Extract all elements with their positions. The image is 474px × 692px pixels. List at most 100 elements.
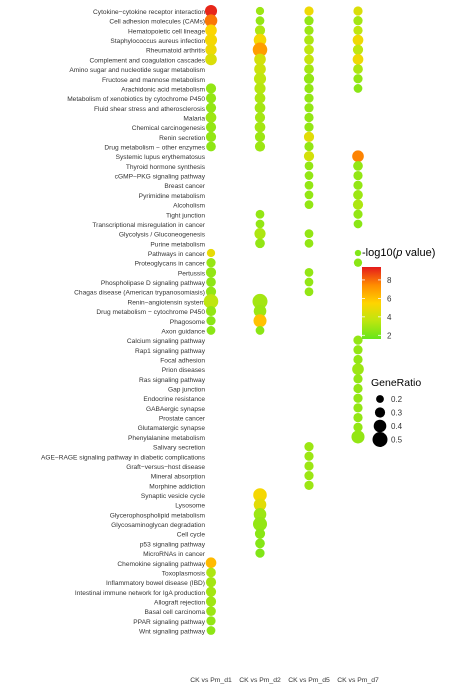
point-ck-vs-pm-d1-chagas-disease-american-trypanosomiasis (205, 286, 217, 297)
y-label-renin-secretion: Renin secretion (159, 135, 205, 142)
colorbar-ticks: 8 6 4 2 (362, 276, 392, 340)
y-label-micrornas-in-cancer: MicroRNAs in cancer (143, 551, 206, 558)
y-label-cgmp-pkg-signaling-pathway: cGMP−PKG signaling pathway (115, 174, 206, 181)
y-label-endocrine-resistance: Endocrine resistance (143, 396, 205, 403)
point-ck-vs-pm-d1-wnt-signaling-pathway (206, 626, 216, 635)
point-ck-vs-pm-d1-metabolism-of-xenobiotics-by-cytochrome-p450 (205, 93, 217, 104)
point-ck-vs-pm-d5-breast-cancer (304, 180, 314, 190)
point-ck-vs-pm-d5-cgmp-pkg-signaling-pathway (304, 171, 314, 180)
y-label-metabolism-of-xenobiotics-by-cytochrome-p450: Metabolism of xenobiotics by cytochrome … (67, 96, 205, 103)
point-ck-vs-pm-d5-age-rage-signaling-pathway-in-diabetic-complications (304, 451, 314, 461)
point-ck-vs-pm-d2-glycosaminoglycan-degradation (252, 517, 268, 532)
y-label-phagosome: Phagosome (170, 319, 206, 326)
point-ck-vs-pm-d7-systemic-lupus-erythematosus (352, 150, 364, 163)
point-ck-vs-pm-d2-transcriptional-misregulation-in-cancer (255, 219, 265, 229)
y-label-inflammatory-bowel-disease-ibd: Inflammatory bowel disease (IBD) (106, 580, 205, 587)
y-label-thyroid-hormone-synthesis: Thyroid hormone synthesis (126, 164, 206, 171)
point-ck-vs-pm-d1-staphylococcus-aureus-infection (204, 33, 218, 47)
y-label-rheumatoid-arthritis: Rheumatoid arthritis (146, 48, 206, 55)
point-ck-vs-pm-d7-transcriptional-misregulation-in-cancer (353, 219, 363, 229)
y-label-cytokine-cytokine-receptor-interaction: Cytokine−cytokine receptor interaction (93, 9, 205, 16)
x-label-ck-vs-pm-d2: CK vs Pm_d2 (239, 677, 281, 684)
y-label-axon-guidance: Axon guidance (161, 328, 205, 335)
point-ck-vs-pm-d7-tight-junction (353, 209, 363, 219)
y-label-glutamatergic-synapse: Glutamatergic synapse (138, 425, 206, 432)
y-label-cell-cycle: Cell cycle (177, 532, 206, 539)
y-label-lysosome: Lysosome (175, 503, 205, 510)
point-ck-vs-pm-d2-malaria (254, 112, 266, 123)
point-ck-vs-pm-d2-cytokine-cytokine-receptor-interaction (255, 6, 265, 16)
point-ck-vs-pm-d7-complement-and-coagulation-cascades (352, 54, 364, 65)
y-label-prion-diseases: Prion diseases (162, 367, 206, 374)
colorbar-label-6: 6 (387, 294, 392, 303)
point-ck-vs-pm-d7-pathways-in-cancer (354, 249, 362, 257)
y-label-glycosaminoglycan-degradation: Glycosaminoglycan degradation (111, 522, 205, 529)
point-ck-vs-pm-d1-axon-guidance (206, 326, 216, 335)
y-label-calcium-signaling-pathway: Calcium signaling pathway (127, 338, 206, 345)
point-ck-vs-pm-d1-allograft-rejection (205, 596, 217, 607)
y-label-drug-metabolism-cytochrome-p450: Drug metabolism − cytochrome P450 (96, 309, 205, 316)
point-ck-vs-pm-d2-phagosome (253, 314, 267, 328)
point-ck-vs-pm-d1-pathways-in-cancer (206, 248, 216, 258)
point-ck-vs-pm-d1-toxoplasmosis (206, 567, 216, 578)
y-label-cell-adhesion-molecules-cams: Cell adhesion molecules (CAMs) (109, 19, 205, 26)
point-ck-vs-pm-d2-glycerophospholipid-metabolism (253, 508, 267, 521)
y-label-ras-signaling-pathway: Ras signaling pathway (139, 377, 206, 384)
point-ck-vs-pm-d1-chemical-carcinogenesis (205, 122, 217, 133)
y-label-chemical-carcinogenesis: Chemical carcinogenesis (132, 125, 206, 132)
y-label-wnt-signaling-pathway: Wnt signaling pathway (139, 629, 206, 636)
size-legend-label-0-4: 0.4 (391, 422, 403, 431)
point-ck-vs-pm-d7-ras-signaling-pathway (353, 374, 363, 384)
y-label-basal-cell-carcinoma: Basal cell carcinoma (145, 609, 206, 616)
point-ck-vs-pm-d2-glycolysis-gluconeogenesis (254, 228, 266, 240)
point-ck-vs-pm-d5-systemic-lupus-erythematosus (303, 151, 315, 162)
size-legend-dot-0-5 (372, 432, 388, 447)
y-label-synaptic-vesicle-cycle: Synaptic vesicle cycle (141, 493, 205, 500)
point-ck-vs-pm-d2-tight-junction (255, 209, 265, 219)
point-ck-vs-pm-d1-complement-and-coagulation-cascades (205, 53, 217, 66)
data-points (203, 4, 365, 635)
y-label-staphylococcus-aureus-infection: Staphylococcus aureus infection (110, 38, 205, 45)
point-ck-vs-pm-d2-p53-signaling-pathway (255, 538, 265, 549)
point-ck-vs-pm-d2-cell-cycle (254, 528, 266, 539)
point-ck-vs-pm-d1-drug-metabolism-other-enzymes (206, 141, 216, 152)
point-ck-vs-pm-d2-cell-adhesion-molecules-cams (255, 16, 265, 26)
point-ck-vs-pm-d5-drug-metabolism-other-enzymes (304, 141, 314, 152)
point-ck-vs-pm-d1-proteoglycans-in-cancer (206, 258, 216, 268)
point-ck-vs-pm-d5-fructose-and-mannose-metabolism (303, 73, 315, 84)
point-ck-vs-pm-d7-rheumatoid-arthritis (352, 44, 364, 55)
point-ck-vs-pm-d7-arachidonic-acid-metabolism (353, 84, 363, 93)
point-ck-vs-pm-d5-morphine-addiction (304, 480, 314, 490)
point-ck-vs-pm-d5-hematopoietic-cell-lineage (304, 25, 314, 35)
point-ck-vs-pm-d1-ppar-signaling-pathway (206, 616, 216, 626)
point-ck-vs-pm-d2-fluid-shear-stress-and-atherosclerosis (254, 102, 266, 114)
point-ck-vs-pm-d5-cell-adhesion-molecules-cams (304, 16, 314, 26)
y-label-fructose-and-mannose-metabolism: Fructose and mannose metabolism (102, 77, 205, 84)
point-ck-vs-pm-d2-chemical-carcinogenesis (254, 121, 266, 133)
point-ck-vs-pm-d1-basal-cell-carcinoma (206, 606, 216, 617)
y-label-chagas-disease-american-trypanosomiasis: Chagas disease (American trypanosomiasis… (74, 290, 205, 297)
point-ck-vs-pm-d1-phospholipase-d-signaling-pathway (206, 277, 216, 287)
y-label-glycerophospholipid-metabolism: Glycerophospholipid metabolism (110, 512, 206, 519)
color-legend-title: -log10(p value) (362, 247, 435, 259)
y-label-intestinal-immune-network-for-iga-production: Intestinal immune network for IgA produc… (75, 590, 205, 597)
y-label-fluid-shear-stress-and-atherosclerosis: Fluid shear stress and atherosclerosis (94, 106, 206, 113)
y-label-arachidonic-acid-metabolism: Arachidonic acid metabolism (121, 86, 205, 93)
y-label-malaria: Malaria (183, 115, 205, 122)
point-ck-vs-pm-d5-chagas-disease-american-trypanosomiasis (304, 287, 314, 297)
y-label-tight-junction: Tight junction (166, 212, 205, 219)
point-ck-vs-pm-d5-phospholipase-d-signaling-pathway (304, 277, 314, 287)
x-label-ck-vs-pm-d1: CK vs Pm_d1 (190, 677, 232, 684)
point-ck-vs-pm-d2-micrornas-in-cancer (255, 548, 265, 558)
y-label-systemic-lupus-erythematosus: Systemic lupus erythematosus (116, 154, 206, 161)
y-label-mineral-absorption: Mineral absorption (151, 474, 206, 481)
point-ck-vs-pm-d5-arachidonic-acid-metabolism (304, 83, 314, 94)
x-label-ck-vs-pm-d7: CK vs Pm_d7 (337, 677, 379, 684)
point-ck-vs-pm-d1-intestinal-immune-network-for-iga-production (205, 586, 217, 597)
y-label-rap1-signaling-pathway: Rap1 signaling pathway (135, 348, 206, 355)
point-ck-vs-pm-d7-gap-junction (353, 383, 363, 394)
point-ck-vs-pm-d5-malaria (304, 112, 314, 123)
point-ck-vs-pm-d5-cytokine-cytokine-receptor-interaction (304, 6, 314, 16)
point-ck-vs-pm-d2-renin-secretion (254, 131, 266, 142)
